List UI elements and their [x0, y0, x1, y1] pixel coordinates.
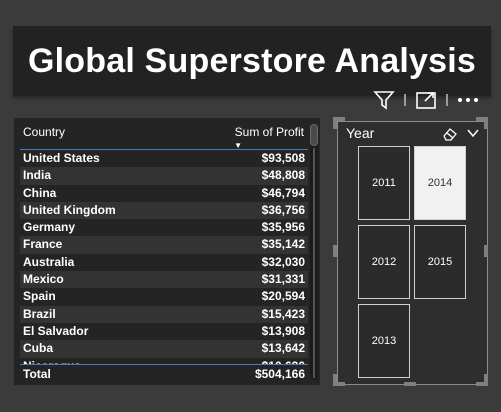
country-cell: Germany	[23, 220, 76, 235]
total-label: Total	[23, 367, 51, 381]
country-cell: Nicaragua	[23, 358, 81, 364]
profit-cell: $48,808	[261, 168, 305, 183]
total-value: $504,166	[254, 367, 305, 381]
profit-cell: $31,331	[261, 272, 305, 287]
slicer-tile-2014[interactable]: 2014	[414, 146, 466, 220]
country-cell: China	[23, 185, 57, 200]
header-divider	[20, 149, 308, 150]
country-cell: Cuba	[23, 341, 53, 356]
country-cell: United Kingdom	[23, 202, 116, 217]
profit-by-country-table: Country Sum of Profit ▼ United States $93…	[14, 118, 320, 385]
country-cell: Brazil	[23, 306, 56, 321]
resize-handle[interactable]	[484, 245, 488, 257]
slicer-tile-2011[interactable]: 2011	[358, 146, 410, 220]
profit-cell: $10,630	[262, 358, 305, 364]
focus-mode-icon[interactable]	[412, 88, 440, 112]
slicer-tile-2013[interactable]: 2013	[358, 304, 410, 378]
clear-selections-icon[interactable]	[442, 127, 458, 146]
country-cell: Australia	[23, 254, 75, 269]
table-row[interactable]: Cuba $13,642	[20, 340, 308, 358]
resize-handle[interactable]	[333, 245, 337, 257]
total-divider	[20, 364, 308, 365]
header-separator	[446, 94, 448, 106]
vertical-scrollbar[interactable]	[310, 124, 318, 380]
table-row[interactable]: Mexico $31,331	[20, 271, 308, 289]
table-row[interactable]: Brazil $15,423	[20, 305, 308, 323]
profit-cell: $13,908	[261, 323, 305, 338]
visual-header	[370, 87, 492, 113]
resize-handle[interactable]	[476, 382, 488, 386]
slicer-tile-2012[interactable]: 2012	[358, 225, 410, 299]
report-title: Global Superstore Analysis	[28, 41, 476, 80]
table-row[interactable]: Germany $35,956	[20, 219, 308, 237]
resize-handle[interactable]	[333, 117, 345, 121]
resize-handle[interactable]	[333, 382, 345, 386]
profit-cell: $13,642	[261, 341, 305, 356]
resize-handle[interactable]	[333, 374, 337, 386]
country-cell: France	[23, 237, 63, 252]
scrollbar-thumb[interactable]	[310, 124, 318, 146]
slicer-tile-2015[interactable]: 2015	[414, 225, 466, 299]
chevron-down-icon[interactable]	[465, 126, 481, 145]
report-title-card: Global Superstore Analysis	[13, 26, 491, 96]
resize-handle[interactable]	[484, 117, 488, 129]
more-options-icon[interactable]	[454, 88, 482, 112]
profit-cell: $46,794	[261, 185, 305, 200]
year-slicer: Year 2011 2014 2012 2015 2013	[337, 121, 488, 385]
scrollbar-track	[313, 148, 315, 378]
header-separator	[404, 94, 406, 106]
country-cell: Spain	[23, 289, 56, 304]
table-row[interactable]: India $48,808	[20, 167, 308, 185]
sort-descending-icon: ▼	[234, 141, 242, 150]
total-row: Total $504,166	[20, 365, 308, 383]
column-header-profit[interactable]: Sum of Profit	[234, 125, 304, 139]
table-row[interactable]: United States $93,508	[20, 150, 308, 168]
table-row[interactable]: El Salvador $13,908	[20, 322, 308, 341]
column-header-country[interactable]: Country	[23, 125, 66, 139]
table-row[interactable]: China $46,794	[20, 184, 308, 202]
table-body: United States $93,508 India $48,808 China $46…	[20, 150, 308, 364]
table-row[interactable]: Australia $32,030	[20, 253, 308, 272]
profit-cell: $20,594	[261, 289, 305, 304]
slicer-title: Year	[346, 125, 375, 141]
resize-handle[interactable]	[404, 382, 416, 386]
resize-handle[interactable]	[484, 374, 488, 386]
country-cell: El Salvador	[23, 323, 89, 338]
resize-handle[interactable]	[333, 117, 337, 129]
profit-cell: $36,756	[261, 202, 305, 217]
table-row[interactable]: Nicaragua $10,630	[20, 357, 308, 364]
profit-cell: $15,423	[261, 306, 305, 321]
table-row[interactable]: France $35,142	[20, 236, 308, 254]
country-cell: Mexico	[23, 272, 64, 287]
filter-icon[interactable]	[370, 88, 398, 112]
profit-cell: $93,508	[261, 151, 305, 165]
table-row[interactable]: Spain $20,594	[20, 288, 308, 306]
profit-cell: $35,142	[261, 237, 305, 252]
country-cell: United States	[23, 151, 100, 165]
table-row[interactable]: United Kingdom $36,756	[20, 201, 308, 220]
table-header: Country Sum of Profit ▼	[20, 122, 308, 152]
profit-cell: $32,030	[261, 254, 305, 269]
country-cell: India	[23, 168, 52, 183]
resize-handle[interactable]	[476, 117, 488, 121]
profit-cell: $35,956	[261, 220, 305, 235]
